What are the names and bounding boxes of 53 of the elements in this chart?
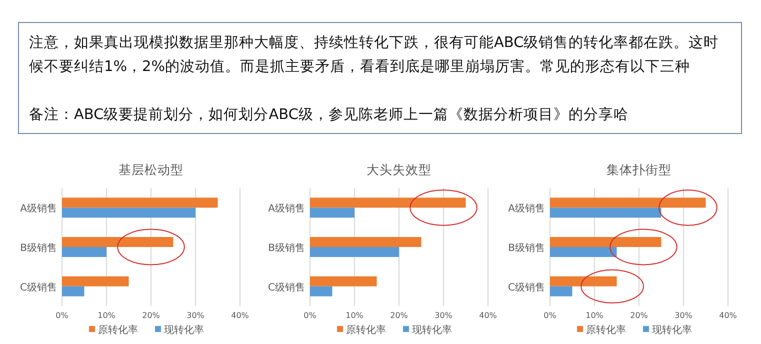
bar	[62, 237, 174, 247]
y-tick-label: C级销售	[20, 281, 57, 294]
bar	[310, 198, 466, 208]
x-tick-label: 20%	[390, 311, 408, 320]
legend-label: 现转化率	[652, 324, 692, 336]
legend-label: 现转化率	[412, 324, 452, 336]
bar	[62, 286, 84, 296]
x-tick-label: 20%	[630, 311, 648, 320]
y-tick-label: B级销售	[268, 242, 305, 254]
bar	[62, 276, 129, 286]
legend-label: 原转化率	[346, 324, 386, 336]
y-tick-label: A级销售	[20, 202, 57, 215]
chart-title: 集体扑街型	[606, 162, 672, 177]
y-tick-label: C级销售	[268, 281, 305, 294]
legend-label: 原转化率	[98, 324, 138, 336]
x-tick-label: 0%	[56, 311, 69, 320]
x-tick-label: 20%	[142, 311, 160, 320]
x-tick-label: 30%	[434, 311, 453, 320]
chart-title: 大头失效型	[366, 162, 432, 177]
bar	[310, 208, 354, 218]
legend-label: 现转化率	[164, 324, 204, 336]
text: 注意，如果真出现模拟数据里那种大幅度、持续性转化下跌，很有可能ABC级销售的转化率都在跌。这时候不要纠结1%，2%的波动值。而是抓主要矛盾，看看到底是哪里崩塌厉害。常见的形态有以下三种	[29, 34, 720, 77]
bar	[550, 237, 662, 247]
bar	[550, 198, 706, 208]
text: 备注：ABC级要提前划分，如何划分ABC级，参见陈老师上一篇《数据分析项目》的分享哈	[29, 106, 630, 125]
y-tick-label: A级销售	[268, 202, 305, 215]
x-tick-label: 30%	[674, 311, 693, 320]
y-tick-label: C级销售	[508, 281, 545, 294]
x-tick-label: 40%	[719, 311, 738, 320]
chart-title: 基层松动型	[118, 162, 184, 177]
bar	[62, 198, 218, 208]
x-tick-label: 40%	[479, 311, 498, 320]
x-tick-label: 0%	[304, 311, 317, 320]
bar	[550, 247, 617, 257]
bar	[550, 286, 572, 296]
bar	[62, 247, 106, 257]
x-tick-label: 10%	[98, 311, 116, 320]
bar	[550, 208, 662, 218]
bar	[310, 247, 399, 257]
x-tick-label: 30%	[186, 311, 205, 320]
x-tick-label: 10%	[346, 311, 364, 320]
x-tick-label: 40%	[231, 311, 250, 320]
y-tick-label: A级销售	[508, 202, 545, 215]
bar	[62, 208, 196, 218]
legend-label: 原转化率	[586, 324, 626, 336]
bar	[310, 286, 332, 296]
bar	[550, 276, 617, 286]
y-tick-label: B级销售	[508, 242, 545, 254]
x-tick-label: 10%	[586, 311, 604, 320]
x-tick-label: 0%	[544, 311, 557, 320]
bar	[310, 276, 377, 286]
bar	[310, 237, 422, 247]
y-tick-label: B级销售	[20, 242, 57, 254]
